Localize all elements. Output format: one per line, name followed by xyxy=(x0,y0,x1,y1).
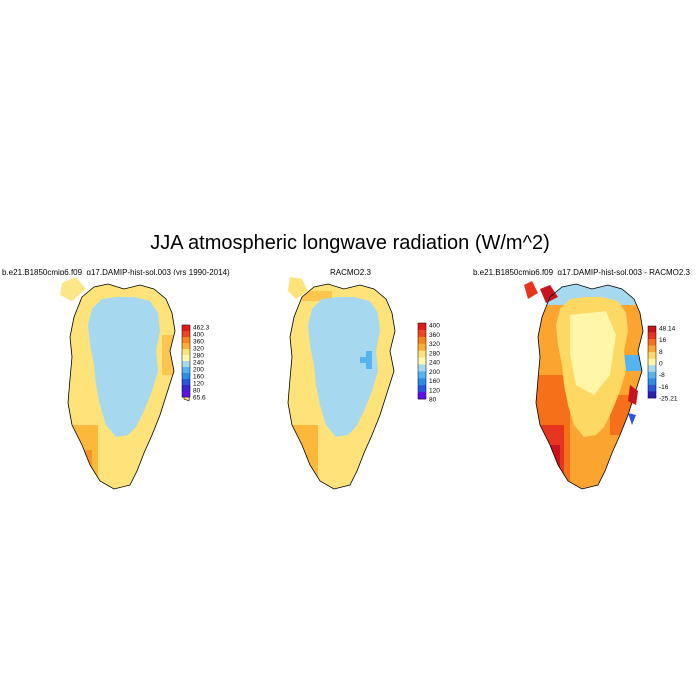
colorbar-swatch xyxy=(182,373,190,380)
colorbar-swatch xyxy=(418,336,426,345)
colorbar-tick-label: 160 xyxy=(193,374,204,381)
colorbar-swatch xyxy=(418,329,426,338)
colorbar-swatch xyxy=(648,358,656,366)
panel-2-colorbar: 400 360 320 280 240 200 160 120 80 xyxy=(417,322,440,404)
colorbar-tick-label: 200 xyxy=(193,367,204,374)
colorbar-swatch xyxy=(418,392,426,400)
colorbar-swatch xyxy=(418,343,426,351)
colorbar-swatch xyxy=(418,323,426,331)
colorbar-tick-label: 320 xyxy=(193,346,204,353)
colorbar-border xyxy=(647,325,657,399)
colorbar-border xyxy=(417,322,427,400)
colorbar-swatch xyxy=(648,352,656,360)
colorbar-border xyxy=(181,324,191,398)
panel-1-map xyxy=(42,275,192,495)
colorbar-swatch xyxy=(648,371,656,379)
colorbar-swatch xyxy=(182,367,190,374)
colorbar-tick-label: 240 xyxy=(193,360,204,367)
panel-3-colorbar: 48.14 16 8 0 -8 -16 -25.21 xyxy=(647,325,678,403)
colorbar-tick-label: 8 xyxy=(659,349,663,356)
colorbar-tick-label: -16 xyxy=(659,384,669,391)
colorbar-tick-label: 120 xyxy=(193,381,204,388)
colorbar-swatch xyxy=(182,361,190,368)
colorbar-tick-label: 0 xyxy=(659,361,663,368)
panel-3-map xyxy=(510,275,660,495)
colorbar-tick-label: 48.14 xyxy=(659,326,676,333)
colorbar-swatch xyxy=(418,350,426,358)
panel-1-title: b.e21.B1850cmip6.f09_g17.DAMIP-hist-sol.… xyxy=(2,268,230,277)
colorbar-tick-label: 280 xyxy=(429,350,440,357)
colorbar-swatch xyxy=(418,378,426,386)
colorbar-swatch xyxy=(418,357,426,365)
colorbar-swatch xyxy=(648,332,656,340)
colorbar-swatch xyxy=(418,371,426,379)
colorbar-tick-label: 400 xyxy=(429,323,440,330)
colorbar-tick-label: 16 xyxy=(659,337,667,344)
colorbar-tick-label: 360 xyxy=(429,332,440,339)
colorbar-tick-label: 160 xyxy=(429,378,440,385)
colorbar-swatch xyxy=(648,339,656,346)
colorbar-tick-label: 120 xyxy=(429,387,440,394)
figure-title: JJA atmospheric longwave radiation (W/m^… xyxy=(150,232,550,254)
colorbar-swatch xyxy=(182,391,190,398)
colorbar-swatch xyxy=(648,378,656,386)
colorbar-swatch xyxy=(648,365,656,373)
colorbar-tick-label: 320 xyxy=(429,341,440,348)
colorbar-swatch xyxy=(182,337,190,344)
colorbar-swatch xyxy=(182,349,190,356)
colorbar-swatch xyxy=(182,355,190,362)
colorbar-tick-label: 280 xyxy=(193,353,204,360)
colorbar-tick-label: 80 xyxy=(193,388,201,395)
colorbar-tick-label: 360 xyxy=(193,339,204,346)
colorbar-swatch xyxy=(648,345,656,353)
colorbar-swatch xyxy=(182,385,190,392)
colorbar-swatch xyxy=(418,385,426,393)
colorbar-swatch xyxy=(418,364,426,372)
colorbar-tick-label: 400 xyxy=(193,332,204,339)
colorbar-tick-label: 80 xyxy=(429,397,437,404)
colorbar-swatch xyxy=(182,379,190,386)
colorbar-swatch xyxy=(182,331,190,338)
colorbar-swatch xyxy=(648,326,656,333)
colorbar-tick-label: 240 xyxy=(429,360,440,367)
colorbar-swatch xyxy=(648,391,656,399)
panel-2-title: RACMO2.3 xyxy=(330,268,371,277)
panel-2-map xyxy=(262,275,412,495)
colorbar-swatch xyxy=(182,343,190,350)
panel-3-title: b.e21.B1850cmip6.f09_g17.DAMIP-hist-sol.… xyxy=(473,268,690,277)
colorbar-tick-label: 200 xyxy=(429,369,440,376)
colorbar-tick-label: 65.6 xyxy=(193,395,206,402)
colorbar-tick-label: -8 xyxy=(659,372,665,379)
colorbar-swatch xyxy=(648,384,656,392)
colorbar-tick-label: 462.3 xyxy=(193,325,210,332)
colorbar-tick-label: -25.21 xyxy=(659,396,678,403)
colorbar-swatch xyxy=(182,325,190,332)
